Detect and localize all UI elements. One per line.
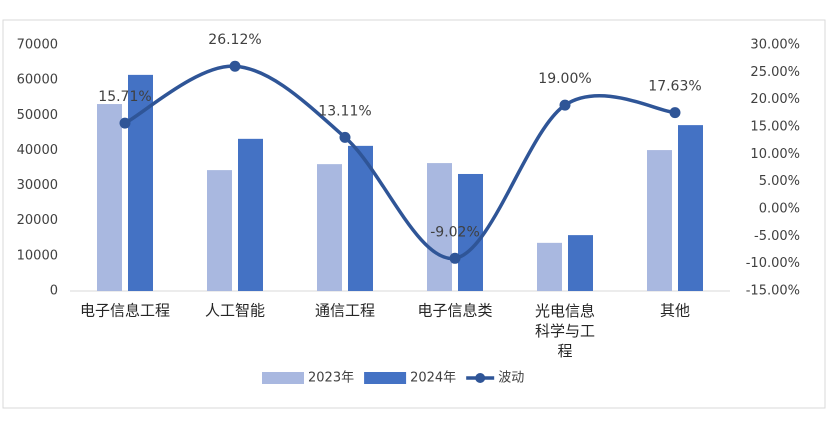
legend-label: 2023年 — [308, 371, 354, 386]
line-point — [229, 60, 241, 72]
legend-swatch — [364, 372, 407, 384]
bar — [238, 138, 263, 291]
y2-tick-label: -10.00% — [746, 256, 800, 271]
y2-tick-label: 0.00% — [759, 202, 800, 217]
x-tick-label: 通信工程 — [315, 302, 375, 320]
value-label: 17.63% — [648, 79, 701, 95]
line-point — [669, 107, 681, 119]
bar — [317, 164, 342, 291]
x-tick-label: 人工智能 — [205, 302, 265, 320]
bar — [647, 150, 672, 291]
bar — [207, 170, 232, 291]
bar — [348, 145, 373, 291]
y2-tick-label: 30.00% — [750, 38, 800, 53]
y2-tick-label: 5.00% — [759, 174, 800, 189]
line-point — [559, 99, 571, 111]
y-tick-label: 40000 — [17, 143, 58, 158]
y-tick-label: 0 — [50, 284, 58, 299]
bar — [537, 242, 562, 291]
value-label: 13.11% — [318, 103, 371, 119]
x-tick-label: 光电信息科学与工程 — [535, 302, 595, 360]
y-tick-label: 10000 — [17, 248, 58, 263]
bar — [678, 125, 703, 291]
line-point — [339, 131, 351, 143]
value-label: 19.00% — [538, 71, 591, 87]
value-label: 26.12% — [208, 32, 261, 48]
y-tick-label: 60000 — [17, 73, 58, 88]
y-tick-label: 20000 — [17, 213, 58, 228]
y-tick-label: 50000 — [17, 108, 58, 123]
legend-label: 波动 — [498, 371, 524, 386]
line-point — [119, 117, 131, 129]
bar — [427, 163, 452, 291]
y-tick-label: 70000 — [17, 38, 58, 53]
y2-tick-label: -5.00% — [754, 229, 800, 244]
y2-tick-label: 10.00% — [750, 147, 800, 162]
x-tick-label: 电子信息类 — [417, 302, 492, 320]
value-label: 15.71% — [98, 89, 151, 105]
y2-tick-label: 20.00% — [750, 92, 800, 107]
legend-swatch — [262, 372, 304, 384]
x-tick-label: 电子信息工程 — [80, 302, 170, 320]
line-point — [449, 252, 461, 264]
legend-marker — [475, 373, 486, 383]
bar — [568, 235, 593, 291]
bar — [458, 173, 483, 291]
legend-label: 2024年 — [410, 371, 456, 386]
y2-tick-label: -15.00% — [746, 284, 800, 299]
bar — [97, 104, 122, 291]
y2-tick-label: 25.00% — [750, 65, 800, 80]
y-tick-label: 30000 — [17, 178, 58, 193]
value-label: -9.02% — [430, 224, 480, 240]
x-tick-label: 其他 — [660, 302, 690, 320]
y2-tick-label: 15.00% — [750, 120, 800, 135]
